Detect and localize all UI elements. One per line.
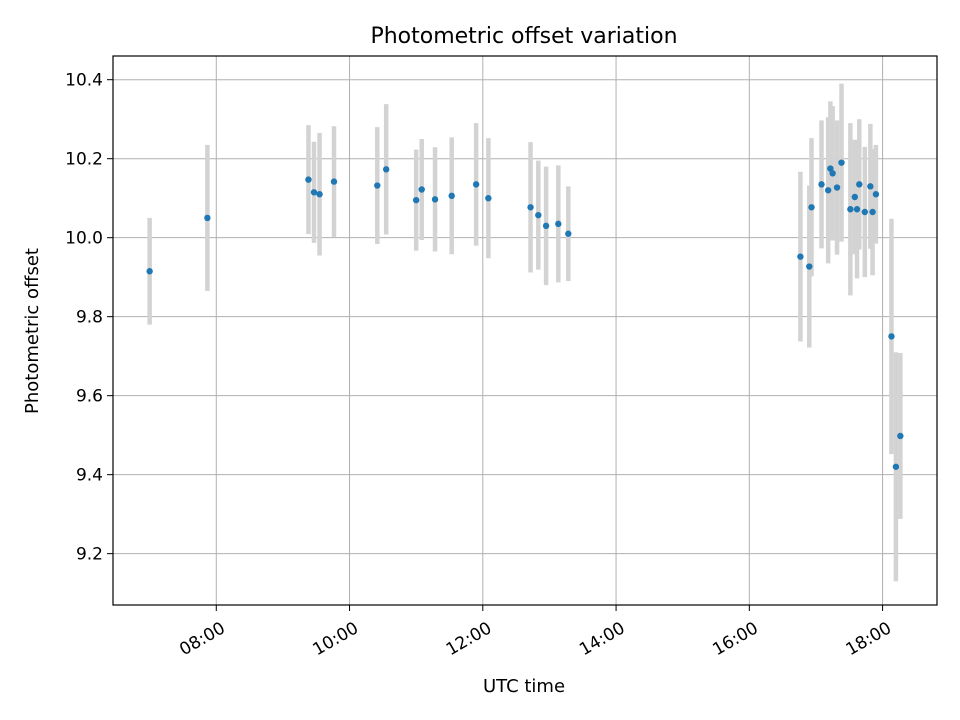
data-point: [542, 222, 550, 230]
y-axis-ticks: 9.2 9.4 9.6 9.8 10.0 10.2 10.4: [65, 71, 113, 565]
x-tick-label: 18:00: [843, 618, 895, 660]
data-point: [146, 268, 153, 275]
x-tick-label: 10:00: [310, 618, 362, 660]
plot-area: [112, 55, 938, 606]
data-point: [869, 208, 876, 216]
data-point: [310, 189, 318, 196]
data-point: [824, 187, 832, 194]
data-point: [892, 463, 900, 470]
data-point: [412, 196, 420, 204]
x-axis-ticks: 08:00 10:00 12:00 14:00 16:00 18:00: [176, 605, 895, 660]
data-point: [797, 253, 804, 260]
data-point: [472, 181, 480, 188]
data-point: [818, 181, 825, 188]
chart-title: Photometric offset variation: [370, 24, 677, 49]
data-point: [827, 165, 834, 172]
data-point: [382, 166, 390, 173]
data-point: [330, 178, 338, 185]
y-axis-label: Photometric offset: [22, 248, 43, 414]
data-point: [316, 191, 323, 198]
data-point: [833, 184, 841, 191]
data-point: [847, 206, 854, 213]
data-point: [527, 204, 534, 211]
data-point: [861, 208, 869, 216]
data-point: [853, 206, 861, 213]
data-point: [897, 432, 904, 440]
y-tick-label: 9.8: [76, 308, 103, 328]
data-point: [838, 159, 845, 166]
data-point: [431, 196, 439, 203]
y-tick-label: 10.0: [65, 229, 103, 249]
x-tick-label: 16:00: [709, 618, 761, 660]
data-point: [448, 192, 455, 200]
data-point: [485, 194, 492, 202]
data-point: [867, 183, 874, 190]
data-point: [806, 263, 813, 270]
data-point: [565, 230, 572, 237]
data-point: [808, 204, 815, 211]
data-point: [555, 220, 562, 228]
data-point: [829, 170, 836, 177]
data-point: [305, 176, 312, 183]
x-tick-label: 12:00: [443, 618, 495, 660]
y-tick-label: 9.2: [76, 545, 103, 565]
y-tick-label: 9.6: [76, 387, 103, 407]
data-point: [851, 193, 859, 201]
data-point: [204, 214, 211, 222]
y-tick-label: 10.4: [65, 71, 103, 91]
data-point: [418, 186, 425, 193]
x-tick-label: 08:00: [176, 618, 228, 660]
data-point: [888, 333, 895, 340]
data-points: [146, 159, 904, 470]
x-tick-label: 14:00: [576, 618, 628, 660]
data-point: [856, 181, 863, 188]
data-point: [374, 182, 381, 189]
data-point: [535, 211, 542, 219]
data-point: [872, 191, 880, 198]
x-axis-label: UTC time: [483, 676, 565, 697]
y-tick-label: 9.4: [76, 466, 103, 486]
y-tick-label: 10.2: [65, 150, 103, 170]
